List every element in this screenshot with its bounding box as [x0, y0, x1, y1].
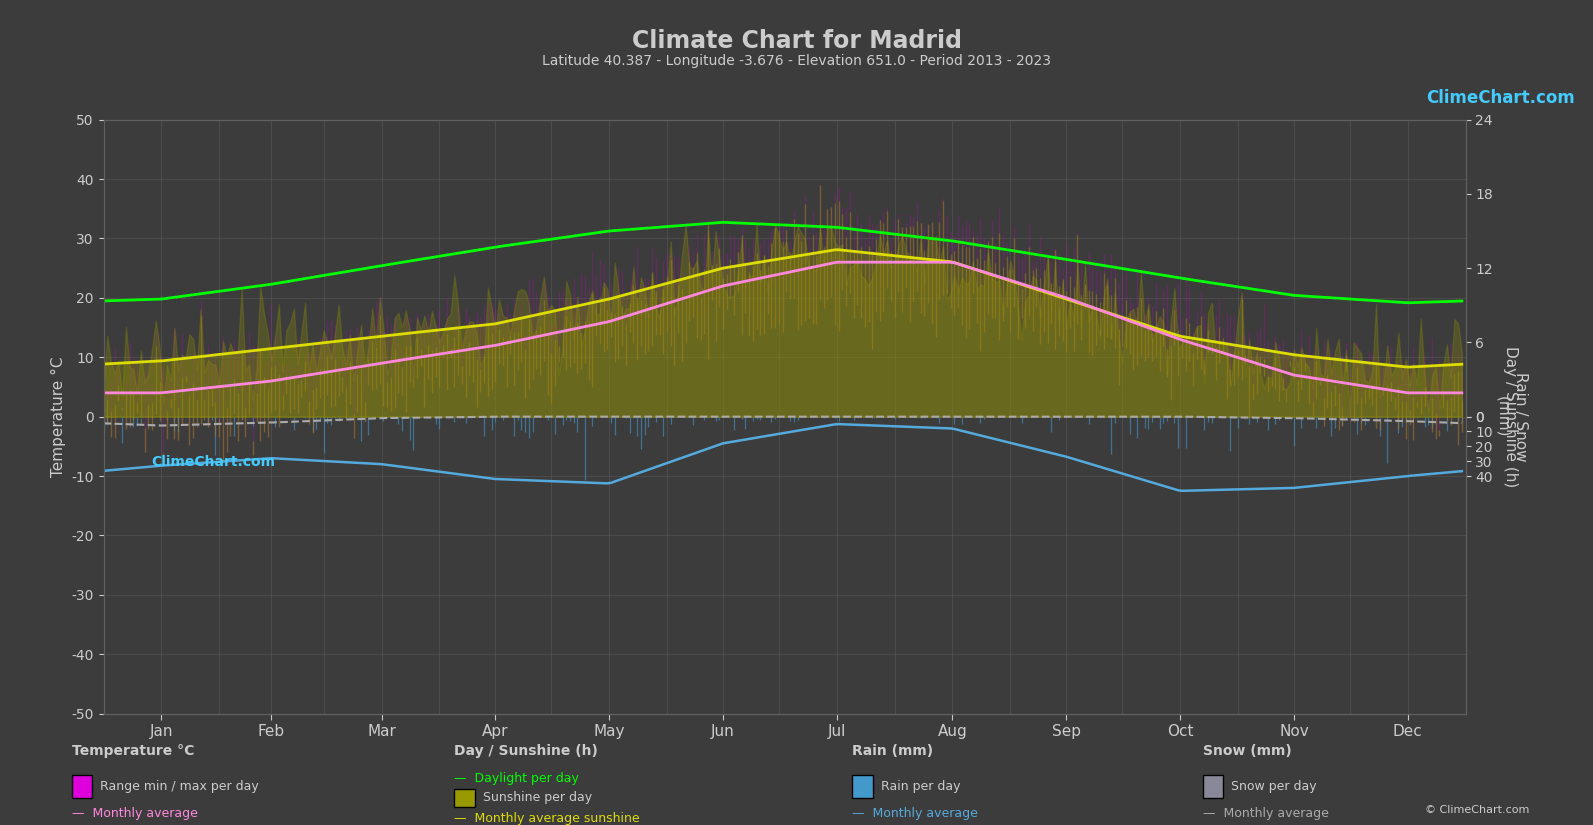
Text: —  Monthly average sunshine: — Monthly average sunshine: [454, 812, 640, 825]
Text: —  Monthly average: — Monthly average: [72, 807, 198, 820]
Y-axis label: Temperature °C: Temperature °C: [51, 356, 65, 477]
Text: Sunshine per day: Sunshine per day: [483, 791, 593, 804]
Text: Day / Sunshine (h): Day / Sunshine (h): [454, 744, 597, 758]
Text: —  Daylight per day: — Daylight per day: [454, 772, 578, 785]
Text: Temperature °C: Temperature °C: [72, 744, 194, 758]
Text: —  Monthly average: — Monthly average: [852, 807, 978, 820]
Text: Rain (mm): Rain (mm): [852, 744, 933, 758]
Text: Climate Chart for Madrid: Climate Chart for Madrid: [631, 29, 962, 53]
Text: Latitude 40.387 - Longitude -3.676 - Elevation 651.0 - Period 2013 - 2023: Latitude 40.387 - Longitude -3.676 - Ele…: [542, 54, 1051, 68]
Text: Snow (mm): Snow (mm): [1203, 744, 1292, 758]
Y-axis label: Rain / Snow
(mm): Rain / Snow (mm): [1496, 372, 1528, 461]
Text: Snow per day: Snow per day: [1231, 780, 1317, 793]
Text: ClimeChart.com: ClimeChart.com: [151, 455, 276, 469]
Text: © ClimeChart.com: © ClimeChart.com: [1424, 804, 1529, 814]
Text: Range min / max per day: Range min / max per day: [100, 780, 260, 793]
Y-axis label: Day / Sunshine (h): Day / Sunshine (h): [1504, 346, 1518, 488]
Text: Rain per day: Rain per day: [881, 780, 961, 793]
Text: ClimeChart.com: ClimeChart.com: [1426, 89, 1574, 107]
Text: —  Monthly average: — Monthly average: [1203, 807, 1329, 820]
